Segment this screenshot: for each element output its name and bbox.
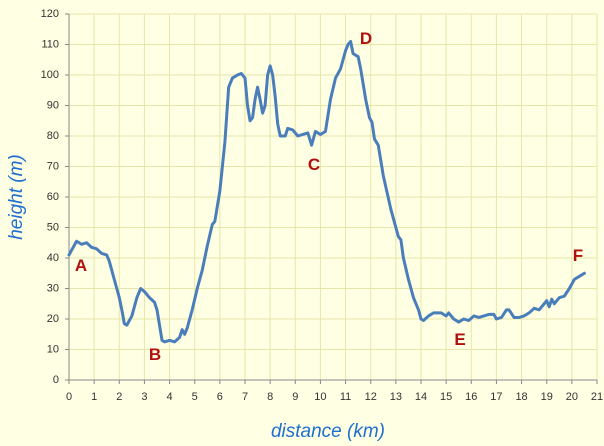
x-tick-label: 2 [116, 391, 122, 403]
y-axis-title: height (m) [6, 154, 27, 240]
y-tick-label: 90 [47, 99, 59, 111]
x-tick-label: 16 [465, 391, 477, 403]
x-tick-label: 5 [192, 391, 198, 403]
annotation: A [75, 256, 87, 275]
line [67, 39, 586, 344]
y-tick-label: 30 [47, 282, 59, 294]
x-tick-label: 3 [141, 391, 147, 403]
y-tick-label: 20 [47, 313, 59, 325]
y-tick-label: 70 [47, 160, 59, 172]
x-tick-label: 10 [314, 391, 326, 403]
x-tick-label: 18 [515, 391, 527, 403]
y-tick-label: 80 [47, 130, 59, 142]
x-tick-label: 7 [242, 391, 248, 403]
y-tick-label: 0 [53, 374, 59, 386]
y-tick-label: 10 [47, 343, 59, 355]
x-tick-label: 8 [267, 391, 273, 403]
y-tick-label: 50 [47, 221, 59, 233]
x-tick-label: 11 [340, 391, 351, 403]
x-tick-label: 20 [566, 391, 578, 403]
x-axis-title: distance (km) [271, 421, 385, 442]
y-tick-label: 120 [41, 8, 59, 20]
y-tick-label: 110 [41, 38, 59, 50]
y-tick-label: 100 [41, 69, 59, 81]
annotation: C [308, 155, 320, 174]
x-tick-label: 12 [365, 391, 377, 403]
y-tick-label: 40 [47, 252, 59, 264]
x-tick-label: 6 [217, 391, 223, 403]
x-tick-label: 21 [591, 391, 603, 403]
annotation: D [360, 29, 372, 48]
x-tick-label: 15 [440, 391, 452, 403]
x-tick-label: 14 [415, 391, 427, 403]
annotation: E [454, 330, 465, 349]
x-tick-label: 4 [167, 391, 173, 403]
x-tick-label: 13 [390, 391, 402, 403]
y-tick-label: 60 [47, 191, 59, 203]
x-tick-label: 9 [292, 391, 298, 403]
x-tick-label: 17 [490, 391, 502, 403]
annotation: F [573, 246, 583, 265]
annotation: B [149, 345, 161, 364]
x-tick-label: 19 [541, 391, 553, 403]
x-tick-label: 1 [91, 391, 97, 403]
x-tick-label: 0 [66, 391, 72, 403]
